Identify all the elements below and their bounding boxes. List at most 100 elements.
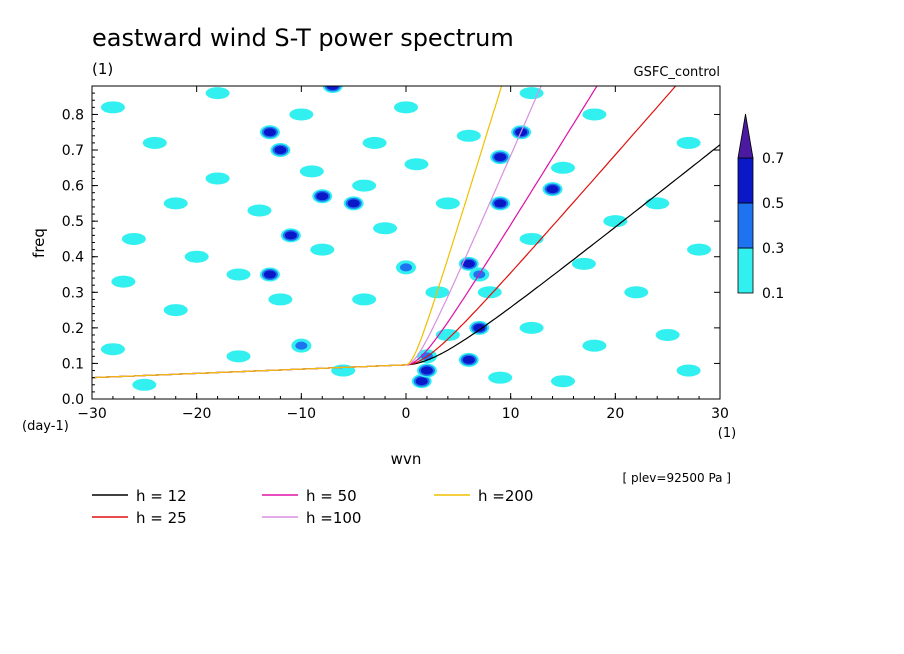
contour-blob bbox=[582, 339, 607, 352]
contour-blob bbox=[551, 161, 575, 174]
contour-blob bbox=[284, 231, 297, 240]
contour-blob bbox=[546, 185, 559, 194]
x-tick-label: −30 bbox=[77, 406, 107, 422]
contour-blob bbox=[163, 197, 188, 210]
contour-blob bbox=[347, 199, 360, 208]
legend-label: h = 25 bbox=[136, 509, 187, 527]
contour-blob bbox=[519, 232, 544, 245]
contour-blob bbox=[331, 364, 356, 377]
chart-title: eastward wind S-T power spectrum bbox=[92, 24, 514, 52]
contour-blob bbox=[435, 197, 460, 210]
y-tick-label: 0.1 bbox=[62, 356, 84, 372]
run-label: GSFC_control bbox=[634, 65, 720, 80]
contour-blob bbox=[205, 87, 230, 100]
y-tick-label: 0.7 bbox=[62, 143, 84, 159]
contour-blob bbox=[655, 328, 680, 341]
x-tick-label: 30 bbox=[711, 406, 729, 422]
contour-blob bbox=[404, 158, 429, 171]
contour-blob bbox=[494, 199, 507, 208]
contour-fills bbox=[100, 86, 712, 391]
contour-blob bbox=[316, 192, 329, 201]
contour-blob bbox=[582, 108, 607, 121]
contour-blob bbox=[295, 341, 308, 350]
contour-blob bbox=[299, 165, 324, 178]
legend-label: h =200 bbox=[478, 487, 533, 505]
contour-blob bbox=[394, 101, 418, 114]
colorbar-label: 0.1 bbox=[762, 286, 784, 302]
colorbar-segment bbox=[737, 157, 754, 204]
y-tick-label: 0.6 bbox=[62, 179, 84, 195]
contour-blob bbox=[310, 243, 335, 256]
x-axis-label: wvn bbox=[391, 450, 422, 468]
y-tick-label: 0.5 bbox=[62, 214, 84, 230]
colorbar-label: 0.3 bbox=[762, 241, 784, 257]
x-tick-label: −20 bbox=[182, 406, 212, 422]
contour-blob bbox=[100, 343, 125, 356]
contour-blob bbox=[645, 197, 670, 210]
dispersion-curves bbox=[92, 86, 720, 379]
contour-blob bbox=[571, 257, 596, 270]
axis-ticks: −30 −20 −10 0 10 20 30 0.0 0.1 0.2 0.3 0.4 0.5 0.6 0.7… bbox=[62, 86, 729, 422]
colorbar-label: 0.7 bbox=[762, 151, 784, 167]
y-axis-units: (day-1) bbox=[22, 419, 69, 434]
contour-blob bbox=[100, 101, 125, 114]
contour-blob bbox=[111, 275, 136, 288]
contour-blob bbox=[132, 378, 157, 391]
contour-blob bbox=[603, 215, 628, 228]
contour-blob bbox=[624, 286, 649, 299]
contour-blob bbox=[274, 146, 287, 155]
contour-blob bbox=[326, 86, 339, 90]
contour-blob bbox=[519, 87, 544, 100]
legend-label: h = 12 bbox=[136, 487, 187, 505]
x-tick-label: 10 bbox=[502, 406, 520, 422]
contour-blob bbox=[400, 263, 412, 272]
legend-label: h = 50 bbox=[306, 487, 357, 505]
contour-blob bbox=[494, 153, 507, 162]
y-tick-label: 0.8 bbox=[62, 107, 84, 123]
contour-blob bbox=[462, 259, 475, 268]
y-tick-label: 0.4 bbox=[62, 250, 84, 266]
contour-blob bbox=[488, 371, 513, 384]
x-axis-units: (1) bbox=[718, 426, 736, 441]
contour-blob bbox=[121, 232, 146, 245]
contour-blob bbox=[142, 136, 167, 149]
colorbar-segment bbox=[737, 202, 754, 249]
y-tick-label: 0.0 bbox=[62, 392, 84, 408]
contour-blob bbox=[687, 243, 712, 256]
contour-blob bbox=[473, 323, 486, 332]
contour-blob bbox=[352, 293, 377, 306]
x-tick-label: 20 bbox=[606, 406, 624, 422]
colorbar-segment bbox=[737, 247, 754, 294]
contour-blob bbox=[226, 268, 251, 281]
contour-blob bbox=[184, 250, 209, 263]
contour-blob bbox=[462, 355, 475, 364]
contour-blob bbox=[268, 293, 293, 306]
contour-blob bbox=[456, 129, 481, 142]
x-tick-label: −10 bbox=[287, 406, 317, 422]
y-tick-label: 0.3 bbox=[62, 285, 84, 301]
contour-blob bbox=[263, 270, 276, 279]
contour-blob bbox=[362, 136, 387, 149]
y-axis-label: freq bbox=[30, 228, 48, 258]
legend-label: h =100 bbox=[306, 509, 361, 527]
contour-blob bbox=[676, 364, 701, 377]
contour-blob bbox=[352, 179, 377, 192]
colorbar-label: 0.5 bbox=[762, 196, 784, 212]
x-tick-label: 0 bbox=[402, 406, 411, 422]
contour-blob bbox=[289, 108, 314, 121]
contour-blob bbox=[420, 366, 433, 375]
colorbar: 0.1 0.3 0.5 0.7 bbox=[737, 113, 784, 302]
contour-blob bbox=[163, 304, 188, 317]
plot-area bbox=[92, 86, 720, 399]
colorbar-extend-triangle bbox=[737, 113, 754, 159]
contour-blob bbox=[226, 350, 251, 363]
contour-blob bbox=[415, 377, 428, 386]
contour-blob bbox=[676, 136, 701, 149]
contour-blob bbox=[205, 172, 230, 185]
contour-blob bbox=[263, 128, 276, 137]
y-tick-label: 0.2 bbox=[62, 321, 84, 337]
chart-subtitle: (1) bbox=[92, 60, 113, 78]
contour-blob bbox=[519, 321, 544, 334]
dispersion-curve bbox=[92, 86, 503, 379]
